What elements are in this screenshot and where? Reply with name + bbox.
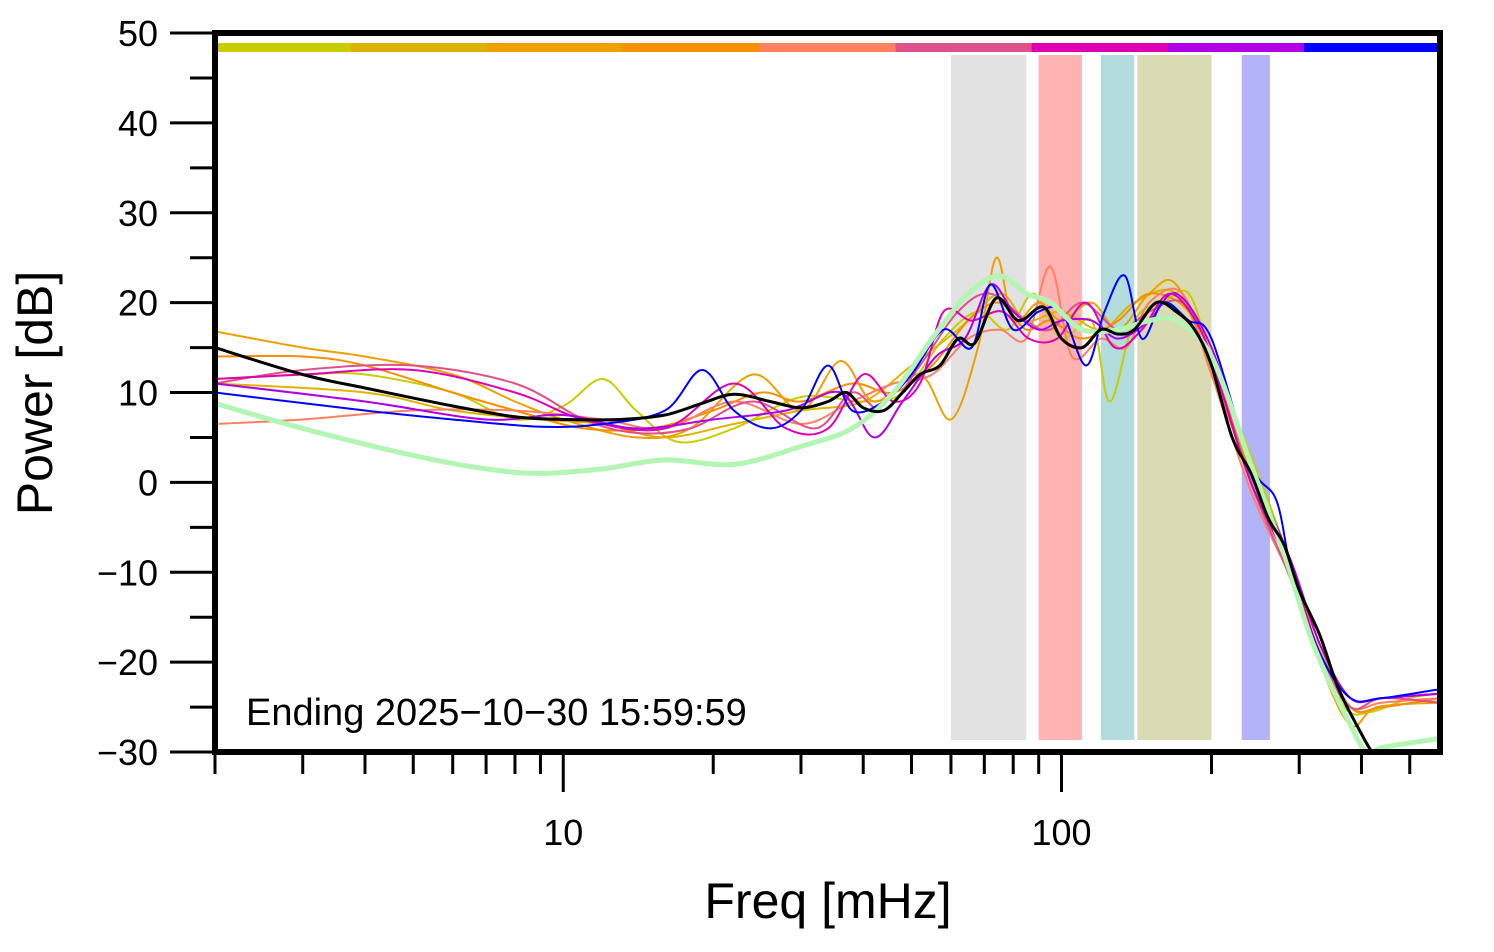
spectrum-lines xyxy=(215,256,1440,752)
y-tick-label: 0 xyxy=(138,462,158,503)
color-bar-segment xyxy=(895,43,1033,52)
spectrum-series-line xyxy=(215,273,1440,752)
color-bar-segment xyxy=(215,43,352,52)
x-axis-title: Freq [mHz] xyxy=(704,873,951,929)
y-tick-label: 50 xyxy=(118,13,158,54)
y-tick-label: −10 xyxy=(97,552,158,593)
time-annotation: Ending 2025−10−30 15:59:59 xyxy=(246,692,747,734)
y-tick-label: 20 xyxy=(118,283,158,324)
y-axis-title: Power [dB] xyxy=(7,271,63,516)
frequency-band xyxy=(950,55,1027,740)
frequency-band xyxy=(1137,55,1212,740)
y-tick-label: 10 xyxy=(118,373,158,414)
y-axis: 50 40 30 20 10 0 −10 −20 −30 xyxy=(97,13,215,773)
spectrum-series-line xyxy=(215,296,1374,752)
color-bar-segment xyxy=(351,43,488,52)
x-tick-label: 100 xyxy=(1031,812,1091,853)
color-bar-segment xyxy=(623,43,760,52)
color-bar-segment xyxy=(1031,43,1169,52)
top-color-bar xyxy=(215,43,1441,52)
color-bar-segment xyxy=(1303,43,1441,52)
y-tick-label: −20 xyxy=(97,642,158,683)
y-tick-label: 40 xyxy=(118,103,158,144)
frequency-band xyxy=(1100,55,1135,740)
frequency-bands xyxy=(950,55,1270,740)
spectrum-series-line xyxy=(215,265,1440,711)
x-tick-label: 10 xyxy=(543,812,583,853)
y-tick-label: −30 xyxy=(97,732,158,773)
x-axis: 10 100 xyxy=(213,752,1412,853)
color-bar-segment xyxy=(487,43,624,52)
color-bar-segment xyxy=(1167,43,1305,52)
frequency-band xyxy=(1241,55,1270,740)
color-bar-segment xyxy=(759,43,897,52)
y-tick-label: 30 xyxy=(118,193,158,234)
frequency-band xyxy=(1038,55,1083,740)
